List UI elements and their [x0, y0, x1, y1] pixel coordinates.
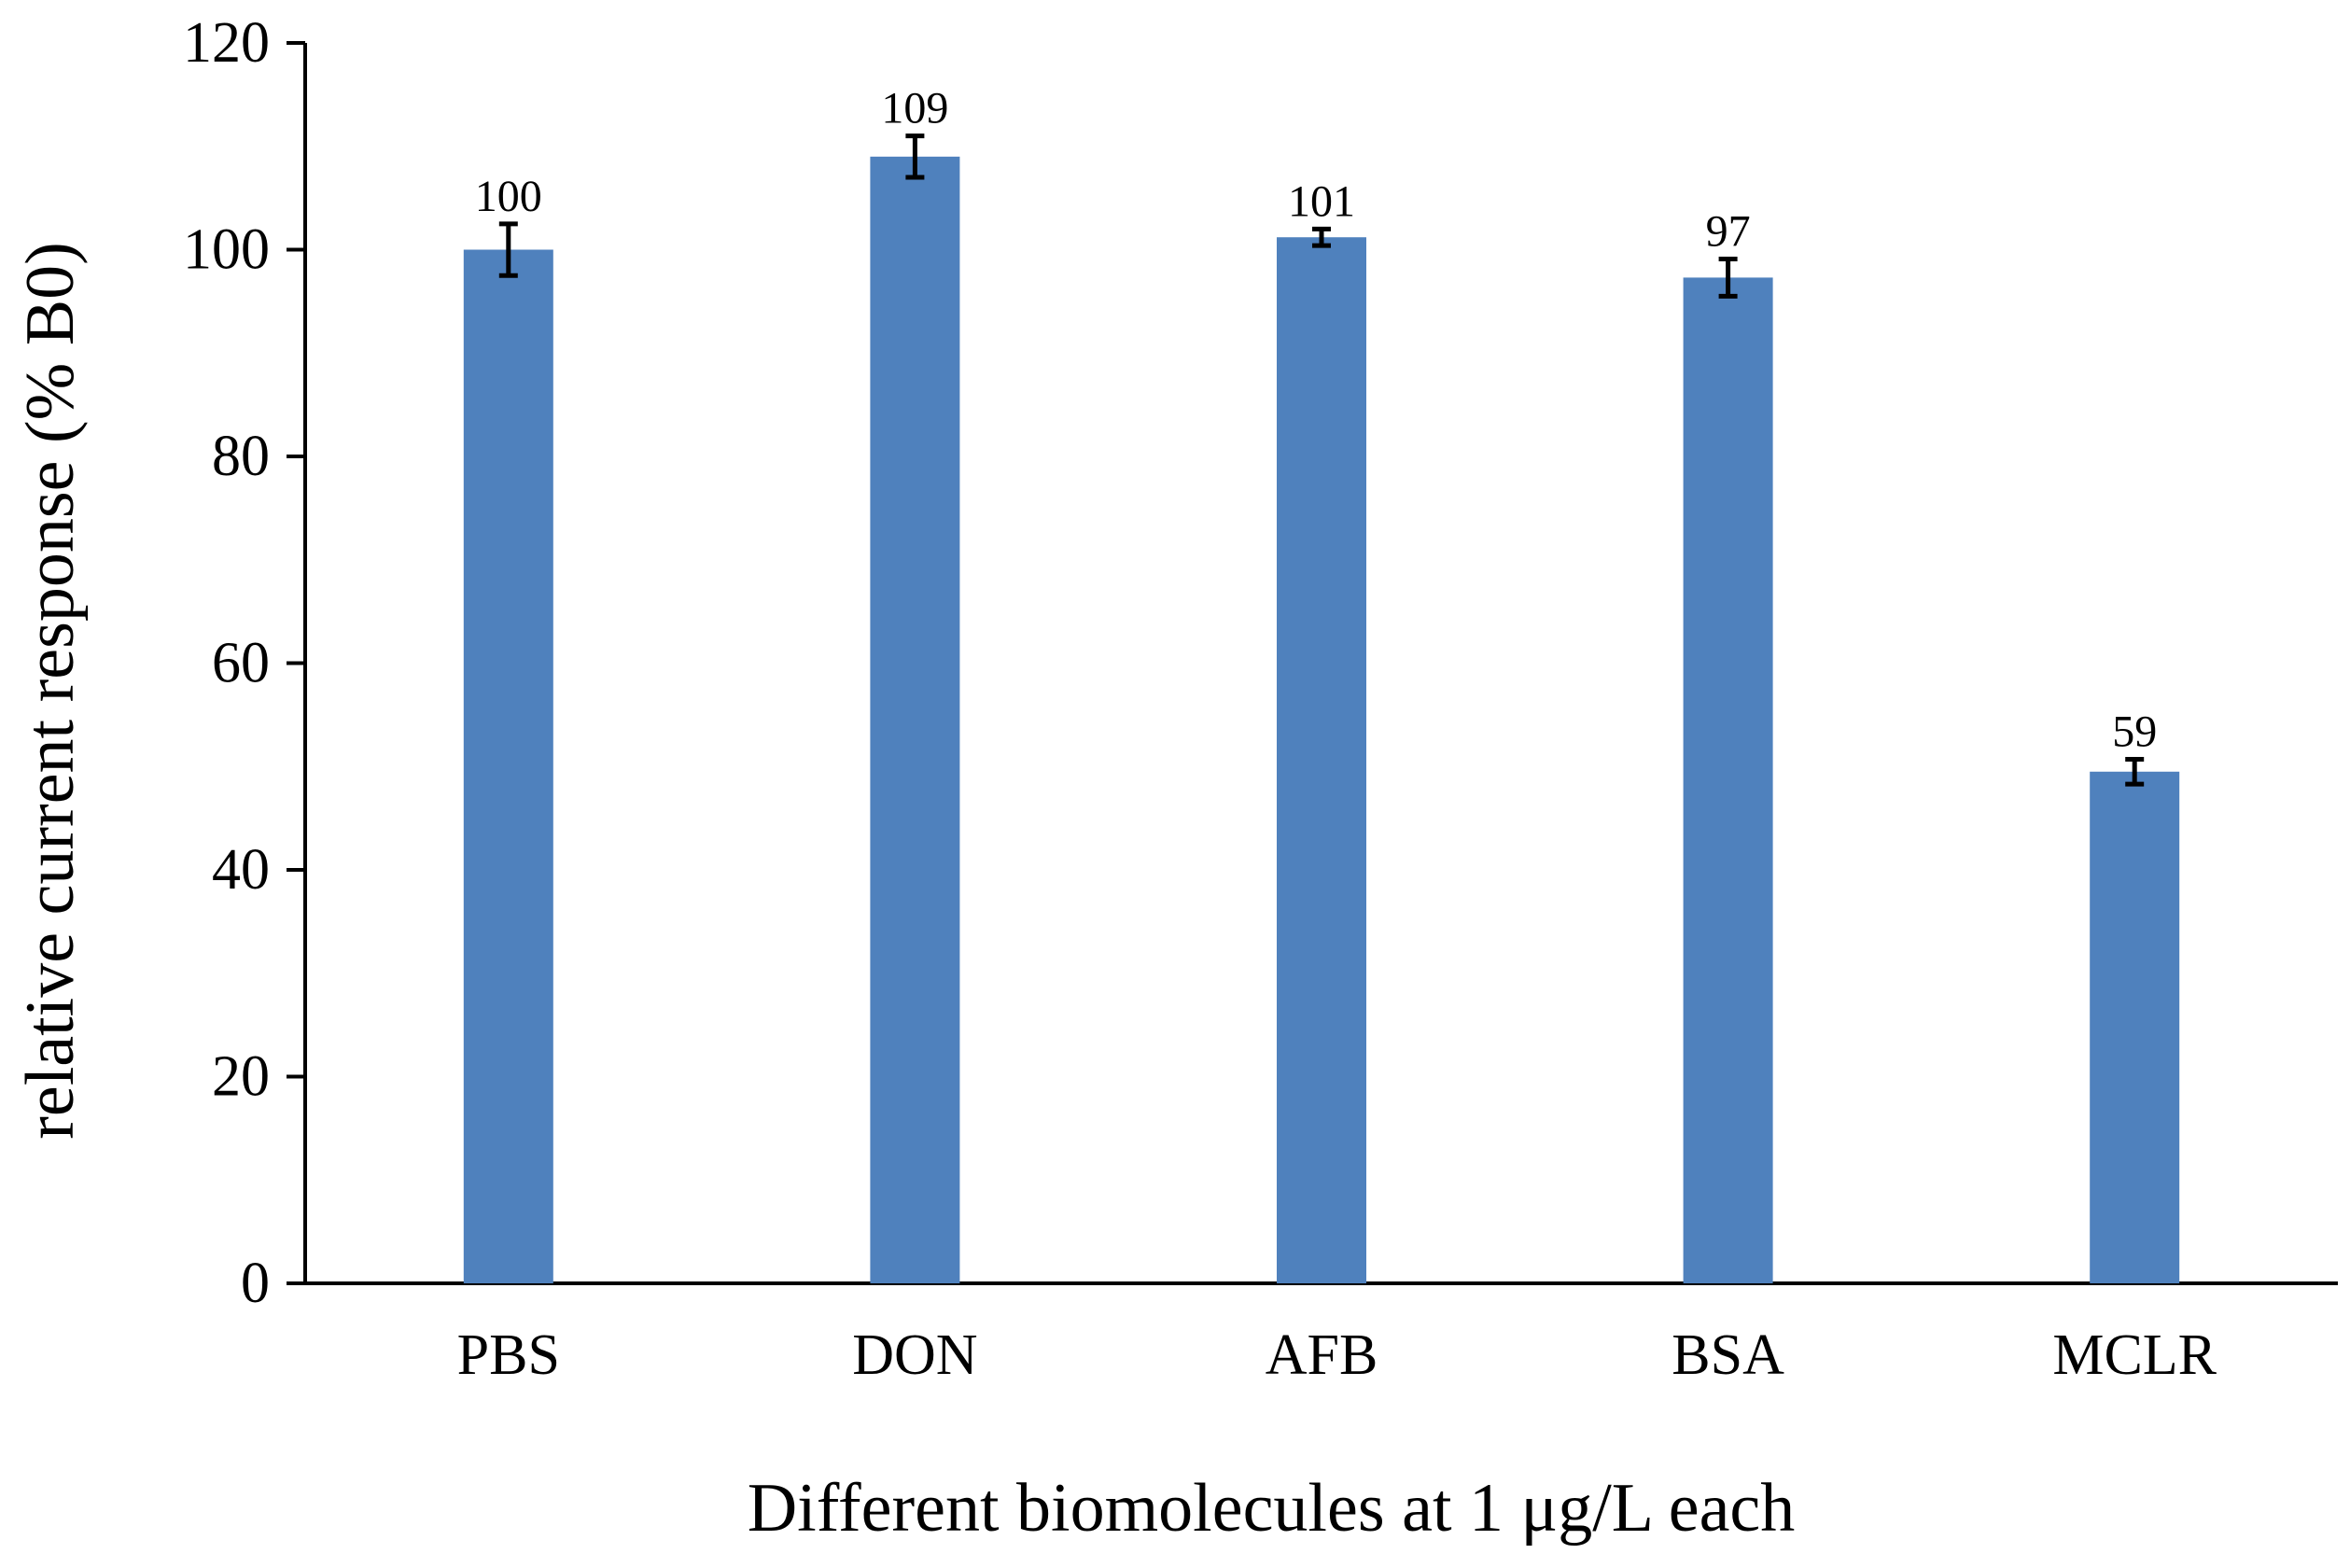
- y-tick-label: 100: [183, 218, 270, 282]
- x-tick-label: AFB: [1266, 1323, 1378, 1387]
- y-tick-label: 120: [183, 11, 270, 75]
- x-tick-label: PBS: [457, 1323, 560, 1387]
- y-tick-label: 20: [212, 1045, 270, 1109]
- data-label: 109: [881, 84, 948, 133]
- y-tick-label: 80: [212, 425, 270, 488]
- y-tick-label: 0: [241, 1252, 270, 1315]
- y-axis-title: relative current response (% B0): [12, 242, 89, 1140]
- data-label: 97: [1706, 206, 1751, 256]
- bar-bsa: [1683, 277, 1773, 1284]
- data-label: 101: [1288, 176, 1355, 226]
- y-tick-label: 40: [212, 838, 270, 902]
- x-tick-label: MCLR: [2052, 1323, 2217, 1387]
- bar-afb: [1277, 237, 1366, 1284]
- bar-don: [870, 156, 960, 1284]
- bar-pbs: [463, 249, 553, 1283]
- data-label: 100: [475, 172, 542, 221]
- y-axis: 0 20 40 60 80 100 120: [183, 11, 307, 1315]
- x-axis-title: Different biomolecules at 1 μg/L each: [748, 1470, 1796, 1547]
- x-tick-label: BSA: [1672, 1323, 1784, 1387]
- data-label: 59: [2112, 707, 2157, 756]
- y-tick-label: 60: [212, 632, 270, 695]
- x-axis: PBS DON AFB BSA MCLR: [305, 1281, 2338, 1387]
- x-tick-label: DON: [852, 1323, 977, 1387]
- bar-series: 100 109 101 97 59: [463, 84, 2180, 1284]
- bar-mclr: [2090, 771, 2180, 1283]
